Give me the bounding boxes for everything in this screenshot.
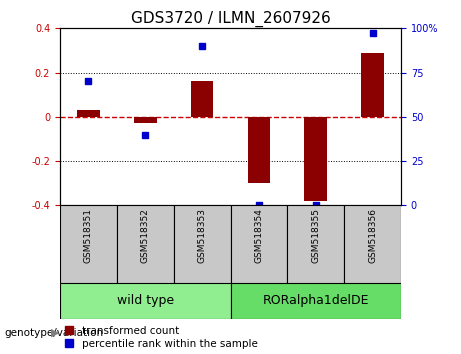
Legend: transformed count, percentile rank within the sample: transformed count, percentile rank withi… [65,326,258,349]
Bar [60,283,230,319]
Text: RORalpha1delDE: RORalpha1delDE [262,295,369,307]
Text: genotype/variation: genotype/variation [5,328,104,338]
Text: GSM518353: GSM518353 [198,208,207,263]
Text: GSM518355: GSM518355 [311,208,320,263]
Bar [117,205,174,283]
Text: GSM518352: GSM518352 [141,208,150,263]
Bar [134,117,157,124]
Bar [174,205,230,283]
Text: GSM518354: GSM518354 [254,208,263,263]
Bar [361,53,384,117]
Bar [77,110,100,117]
Bar [344,205,401,283]
Bar [287,205,344,283]
Bar [60,205,117,283]
Bar [304,117,327,201]
Bar [248,117,270,183]
Text: ▶: ▶ [51,328,59,338]
Bar [230,283,401,319]
Text: GSM518351: GSM518351 [84,208,93,263]
Bar [230,205,287,283]
Text: GSM518356: GSM518356 [368,208,377,263]
Text: wild type: wild type [117,295,174,307]
Bar [191,81,213,117]
Title: GDS3720 / ILMN_2607926: GDS3720 / ILMN_2607926 [130,11,331,27]
